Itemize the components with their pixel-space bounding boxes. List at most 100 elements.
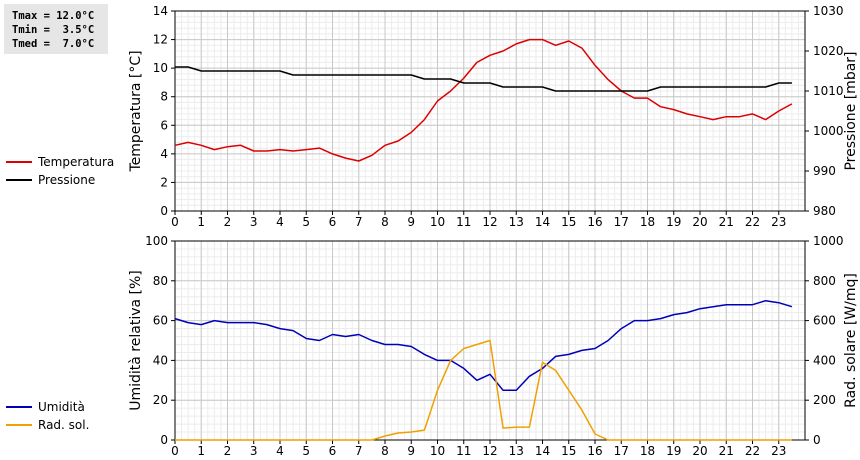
panel2-y-tick-label: 40 [153, 353, 168, 367]
panel2-series-line-rad-sol [175, 339, 792, 441]
panel2-x-tick-label: 1 [197, 444, 205, 458]
tmin-label: Tmin = 3.5°C [12, 24, 95, 36]
panel1-x-tick-label: 23 [771, 215, 786, 229]
panel1-y-tick-label: 10 [153, 61, 168, 75]
panel1-x-tick-label: 3 [250, 215, 258, 229]
panel2-y2-tick-label: 0 [813, 433, 821, 447]
legend-swatch-temperatura [6, 161, 32, 163]
panel1-y2-tick-label: 980 [813, 204, 836, 218]
panel1-y-tick-label: 0 [160, 204, 168, 218]
panel2-y-tick-label: 60 [153, 314, 168, 328]
panel1-x-tick-label: 15 [561, 215, 576, 229]
legend-item-radsol: Rad. sol. [6, 416, 89, 434]
legend-top: Temperatura Pressione [6, 153, 114, 189]
panel2-y2-tick-label: 400 [813, 353, 836, 367]
panel2-y2-tick-label: 800 [813, 274, 836, 288]
panel1-x-tick-label: 9 [407, 215, 415, 229]
panel2-x-tick-label: 3 [250, 444, 258, 458]
panel2-x-tick-label: 19 [666, 444, 681, 458]
panel1-x-tick-label: 20 [692, 215, 707, 229]
tmed-label: Tmed = 7.0°C [12, 38, 95, 50]
panel2-y-axis-label: Umidità relativa [%] [128, 270, 144, 411]
panel2-x-tick-label: 20 [692, 444, 707, 458]
panel1-x-tick-label: 11 [456, 215, 471, 229]
panel1-y2-tick-label: 1020 [813, 44, 844, 58]
panel1-series-line-pressione [175, 66, 792, 92]
panel2-x-tick-label: 15 [561, 444, 576, 458]
panel1-x-tick-label: 16 [587, 215, 602, 229]
panel1-x-tick-label: 19 [666, 215, 681, 229]
panel1-x-tick-label: 2 [224, 215, 232, 229]
panel2-x-tick-label: 18 [640, 444, 655, 458]
panel1-x-tick-label: 4 [276, 215, 284, 229]
panel1-x-tick-label: 12 [482, 215, 497, 229]
panel2-x-tick-label: 4 [276, 444, 284, 458]
panel1-series-line-temperatura [174, 38, 793, 162]
panel2-y2-tick-label: 1000 [813, 234, 844, 248]
panel1-y2-tick-label: 1000 [813, 124, 844, 138]
panel1-y-tick-label: 2 [160, 175, 168, 189]
panel1-x-tick-label: 7 [355, 215, 363, 229]
legend-label-temperatura: Temperatura [38, 155, 115, 169]
panel2-x-tick-label: 7 [355, 444, 363, 458]
panel2-x-tick-label: 17 [614, 444, 629, 458]
panel1-y-axis-label: Temperatura [°C] [128, 50, 144, 172]
panel2-x-tick-label: 11 [456, 444, 471, 458]
panel1-y-tick-label: 14 [153, 4, 168, 18]
panel1-x-tick-label: 1 [197, 215, 205, 229]
panel2-x-tick-label: 23 [771, 444, 786, 458]
legend-item-temperatura: Temperatura [6, 153, 114, 171]
panel1-y-tick-label: 6 [160, 118, 168, 132]
panel2-x-tick-label: 22 [745, 444, 760, 458]
panel2-x-tick-label: 8 [381, 444, 389, 458]
panel2-y2-axis-label: Rad. solare [W/mq] [843, 273, 859, 408]
panel1-y2-tick-label: 1030 [813, 4, 844, 18]
panel1-x-tick-label: 14 [535, 215, 550, 229]
panel1-y-tick-label: 8 [160, 90, 168, 104]
panel2-x-tick-label: 5 [302, 444, 310, 458]
panel2-x-tick-label: 9 [407, 444, 415, 458]
panel1-x-tick-label: 18 [640, 215, 655, 229]
legend-swatch-radsol [6, 424, 32, 426]
panel2-series-line-umidit [174, 299, 793, 392]
panel2-y-tick-label: 100 [145, 234, 168, 248]
panel1-x-tick-label: 10 [430, 215, 445, 229]
legend-label-radsol: Rad. sol. [38, 418, 90, 432]
panel1-y2-tick-label: 990 [813, 164, 836, 178]
legend-swatch-pressione [6, 179, 32, 181]
panel1-x-tick-label: 6 [329, 215, 337, 229]
panel1-x-tick-label: 17 [614, 215, 629, 229]
panel2-y2-tick-label: 600 [813, 314, 836, 328]
panel1-x-tick-label: 22 [745, 215, 760, 229]
panel2-y-tick-label: 0 [160, 433, 168, 447]
panel2-x-tick-label: 16 [587, 444, 602, 458]
legend-bottom-box: Umidità Rad. sol. [6, 398, 89, 434]
legend-item-pressione: Pressione [6, 171, 114, 189]
legend-item-umidita: Umidità [6, 398, 89, 416]
panel2-x-tick-label: 2 [224, 444, 232, 458]
panel2-y2-tick-label: 200 [813, 393, 836, 407]
legend-label-pressione: Pressione [38, 173, 96, 187]
tmax-label: Tmax = 12.0°C [12, 10, 95, 22]
panel2-x-tick-label: 6 [329, 444, 337, 458]
panel1-x-tick-label: 13 [509, 215, 524, 229]
legend-label-umidita: Umidità [38, 400, 85, 414]
panel1-y2-tick-label: 1010 [813, 84, 844, 98]
panel2-x-tick-label: 10 [430, 444, 445, 458]
panel2-x-tick-label: 14 [535, 444, 550, 458]
legend-swatch-umidita [6, 406, 32, 408]
stats-box: Tmax = 12.0°C Tmin = 3.5°C Tmed = 7.0°C [4, 4, 108, 54]
panel2-x-tick-label: 12 [482, 444, 497, 458]
panel1-x-tick-label: 0 [171, 215, 179, 229]
panel2-x-tick-label: 21 [719, 444, 734, 458]
panel2-y-tick-label: 20 [153, 393, 168, 407]
panel2-x-tick-label: 13 [509, 444, 524, 458]
panel2-y-tick-label: 80 [153, 274, 168, 288]
panel1-y2-axis-label: Pressione [mbar] [843, 51, 859, 170]
panel1-x-tick-label: 5 [302, 215, 310, 229]
panel2-x-tick-label: 0 [171, 444, 179, 458]
panel1-y-tick-label: 4 [160, 147, 168, 161]
panel1-y-tick-label: 12 [153, 33, 168, 47]
panel1-x-tick-label: 8 [381, 215, 389, 229]
